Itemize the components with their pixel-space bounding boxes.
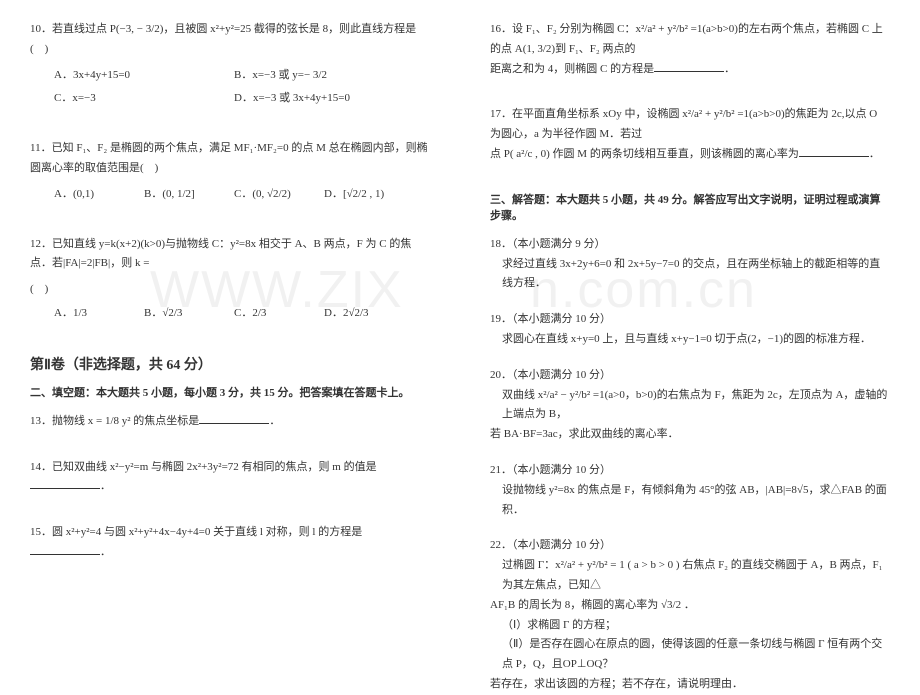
q13-blank [199, 412, 269, 424]
q11-opt-a: A．(0,1) [54, 185, 144, 205]
question-15: 15．圆 x²+y²=4 与圆 x²+y²+4x−4y+4=0 关于直线 l 对… [30, 523, 430, 563]
q17-num: 17． [490, 108, 512, 120]
left-column: 10．若直线过点 P(−3, − 3/2)，且被圆 x²+y²=25 截得的弦长… [0, 0, 460, 651]
question-19: 19．（本小题满分 10 分） 求圆心在直线 x+y=0 上，且与直线 x+y−… [490, 310, 890, 350]
q16-num: 16． [490, 23, 512, 35]
q15-text: 圆 x²+y²=4 与圆 x²+y²+4x−4y+4=0 关于直线 l 对称，则… [52, 526, 362, 538]
q11-num: 11． [30, 142, 52, 154]
question-20: 20．（本小题满分 10 分） 双曲线 x²/a² − y²/b² =1(a>0… [490, 366, 890, 445]
q10-opt-b: B．x=−3 或 y=− 3/2 [234, 66, 414, 86]
question-21: 21．（本小题满分 10 分） 设抛物线 y²=8x 的焦点是 F，有倾斜角为 … [490, 461, 890, 520]
q10-opt-d: D．x=−3 或 3x+4y+15=0 [234, 89, 414, 109]
q11-text: 已知 F₁、F₂ 是椭圆的两个焦点，满足 MF₁·MF₂=0 的点 M 总在椭圆… [30, 142, 428, 174]
q22-text1: 过椭圆 Γ：x²/a² + y²/b² = 1 ( a > b > 0 ) 右焦… [502, 556, 890, 596]
q21-score: （本小题满分 10 分） [512, 464, 611, 476]
q14-num: 14． [30, 461, 52, 473]
q17-text1: 在平面直角坐标系 xOy 中，设椭圆 x²/a² + y²/b² =1(a>b>… [490, 108, 877, 140]
question-14: 14．已知双曲线 x²−y²=m 与椭圆 2x²+3y²=72 有相同的焦点，则… [30, 458, 430, 498]
q15-blank [30, 543, 100, 555]
q16-text1: 设 F₁、F₂ 分别为椭圆 C：x²/a² + y²/b² =1(a>b>0)的… [490, 23, 883, 55]
q11-opt-d: D．[√2/2 , 1) [324, 185, 414, 205]
q22-text4: （Ⅱ）是否存在圆心在原点的圆，使得该圆的任意一条切线与椭圆 Γ 恒有两个交点 P… [502, 635, 890, 675]
right-column: 16．设 F₁、F₂ 分别为椭圆 C：x²/a² + y²/b² =1(a>b>… [460, 0, 920, 651]
section-2-sub: 二、填空题：本大题共 5 小题，每小题 3 分，共 15 分。把答案填在答题卡上… [30, 384, 430, 400]
q19-text: 求圆心在直线 x+y=0 上，且与直线 x+y−1=0 切于点(2，−1)的圆的… [502, 330, 890, 350]
section-2-title: 第Ⅱ卷（非选择题，共 64 分） [30, 354, 430, 374]
q20-text1: 双曲线 x²/a² − y²/b² =1(a>0，b>0)的右焦点为 F，焦距为… [502, 386, 890, 426]
q17-tail: ． [869, 148, 880, 160]
q11-opt-b: B．(0, 1/2] [144, 185, 234, 205]
q18-text: 求经过直线 3x+2y+6=0 和 2x+5y−7=0 的交点，且在两坐标轴上的… [502, 255, 890, 295]
q14-text: 已知双曲线 x²−y²=m 与椭圆 2x²+3y²=72 有相同的焦点，则 m … [52, 461, 377, 473]
q13-num: 13． [30, 415, 52, 427]
q16-tail: ． [724, 63, 735, 75]
q19-score: （本小题满分 10 分） [512, 313, 611, 325]
q14-tail: ． [100, 480, 111, 492]
q15-tail: ． [100, 546, 111, 558]
q12-opt-c: C．2/3 [234, 304, 324, 324]
q12-text: 已知直线 y=k(x+2)(k>0)与抛物线 C：y²=8x 相交于 A、B 两… [30, 238, 411, 270]
q20-text2: 若 BA·BF=3ac，求此双曲线的离心率． [490, 425, 890, 445]
q10-opt-c: C．x=−3 [54, 89, 234, 109]
q16-blank [654, 60, 724, 72]
q21-num: 21． [490, 464, 512, 476]
q22-score: （本小题满分 10 分） [512, 539, 611, 551]
q10-num: 10． [30, 23, 52, 35]
page: 10．若直线过点 P(−3, − 3/2)，且被圆 x²+y²=25 截得的弦长… [0, 0, 920, 651]
q12-num: 12． [30, 238, 52, 250]
q13-tail: ． [269, 415, 280, 427]
question-18: 18．（本小题满分 9 分） 求经过直线 3x+2y+6=0 和 2x+5y−7… [490, 235, 890, 294]
q17-blank [799, 145, 869, 157]
question-13: 13．抛物线 x = 1/8 y² 的焦点坐标是 ． [30, 412, 430, 432]
q22-text5: 若存在，求出该圆的方程；若不存在，请说明理由． [490, 675, 890, 695]
question-10: 10．若直线过点 P(−3, − 3/2)，且被圆 x²+y²=25 截得的弦长… [30, 20, 430, 113]
q13-text: 抛物线 x = 1/8 y² 的焦点坐标是 [52, 415, 199, 427]
q14-blank [30, 477, 100, 489]
question-16: 16．设 F₁、F₂ 分别为椭圆 C：x²/a² + y²/b² =1(a>b>… [490, 20, 890, 79]
q18-score: （本小题满分 9 分） [512, 238, 606, 250]
section-3-sub: 三、解答题：本大题共 5 小题，共 49 分。解答应写出文字说明，证明过程或演算… [490, 191, 890, 223]
question-12: 12．已知直线 y=k(x+2)(k>0)与抛物线 C：y²=8x 相交于 A、… [30, 235, 430, 328]
q12-opt-b: B．√2/3 [144, 304, 234, 324]
q12-opt-a: A．1/3 [54, 304, 144, 324]
q10-opt-a: A．3x+4y+15=0 [54, 66, 234, 86]
q15-num: 15． [30, 526, 52, 538]
q17-text2: 点 P( a²/c , 0) 作圆 M 的两条切线相互垂直，则该椭圆的离心率为 [490, 148, 799, 160]
q21-text: 设抛物线 y²=8x 的焦点是 F，有倾斜角为 45°的弦 AB，|AB|=8√… [502, 481, 890, 521]
question-11: 11．已知 F₁、F₂ 是椭圆的两个焦点，满足 MF₁·MF₂=0 的点 M 总… [30, 139, 430, 208]
q11-opt-c: C．(0, √2/2) [234, 185, 324, 205]
q22-text2: AF₁B 的周长为 8，椭圆的离心率为 √3/2 ． [490, 596, 890, 616]
q20-score: （本小题满分 10 分） [512, 369, 611, 381]
q12-opt-d: D．2√2/3 [324, 304, 414, 324]
q16-text2: 距离之和为 4，则椭圆 C 的方程是 [490, 63, 654, 75]
q12-paren: ( ) [30, 280, 430, 300]
q22-num: 22． [490, 539, 512, 551]
q20-num: 20． [490, 369, 512, 381]
q18-num: 18． [490, 238, 512, 250]
question-22: 22．（本小题满分 10 分） 过椭圆 Γ：x²/a² + y²/b² = 1 … [490, 536, 890, 694]
question-17: 17．在平面直角坐标系 xOy 中，设椭圆 x²/a² + y²/b² =1(a… [490, 105, 890, 164]
q22-text3: （Ⅰ）求椭圆 Γ 的方程； [502, 616, 890, 636]
q10-text: 若直线过点 P(−3, − 3/2)，且被圆 x²+y²=25 截得的弦长是 8… [30, 23, 416, 55]
q19-num: 19． [490, 313, 512, 325]
